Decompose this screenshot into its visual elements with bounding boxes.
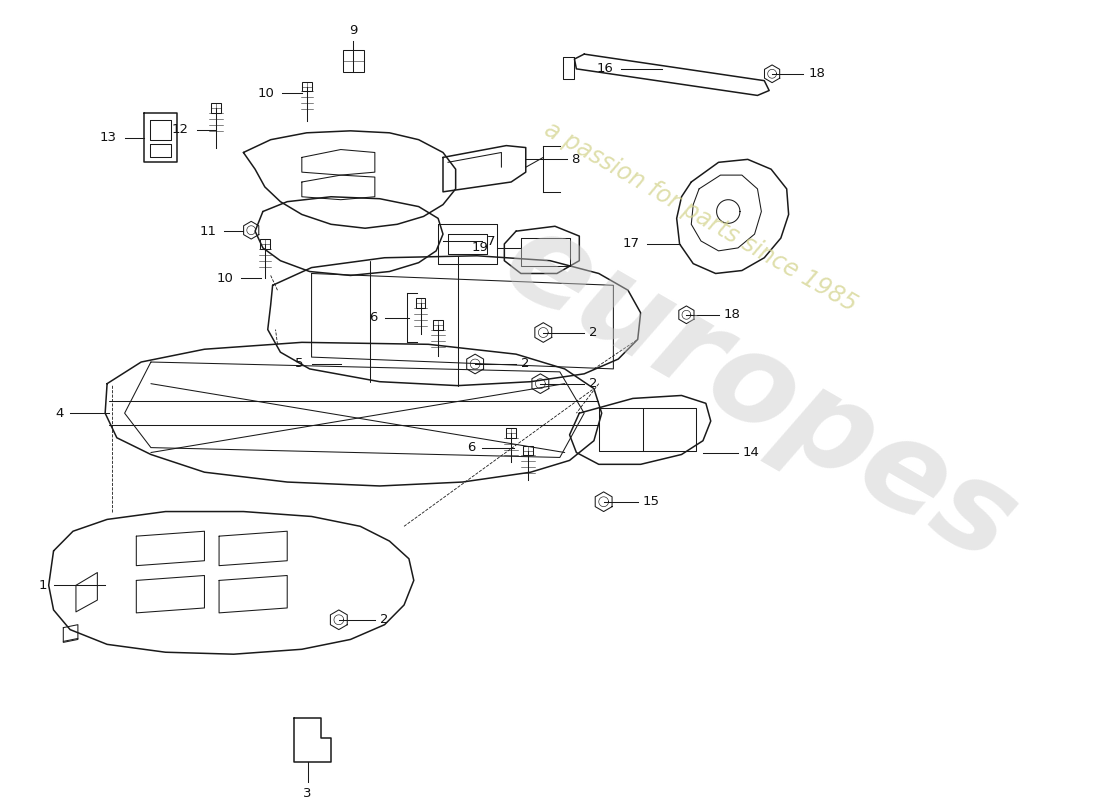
Text: 2: 2 [521, 358, 529, 370]
Bar [416, 298, 426, 308]
Text: europes: europes [483, 198, 1036, 588]
Text: 6: 6 [370, 311, 377, 324]
Bar [343, 50, 364, 72]
Text: 2: 2 [379, 614, 388, 626]
Bar [260, 239, 270, 249]
Text: 18: 18 [808, 67, 825, 80]
Text: 5: 5 [295, 358, 304, 370]
Text: 10: 10 [217, 272, 233, 285]
Text: 13: 13 [100, 131, 117, 144]
Text: 12: 12 [172, 123, 189, 136]
Text: 17: 17 [623, 238, 640, 250]
Text: 4: 4 [55, 406, 64, 420]
Text: 1: 1 [39, 579, 46, 592]
Text: 3: 3 [304, 787, 312, 800]
Text: 9: 9 [349, 24, 358, 38]
Text: 18: 18 [724, 308, 740, 322]
Text: 15: 15 [642, 495, 660, 508]
Text: 16: 16 [596, 62, 614, 75]
Text: 2: 2 [588, 326, 597, 339]
Text: 2: 2 [588, 377, 597, 390]
Text: 11: 11 [199, 225, 216, 238]
Text: 6: 6 [466, 441, 475, 454]
Bar [506, 428, 516, 438]
Text: 10: 10 [257, 87, 275, 100]
Bar [211, 103, 221, 113]
Bar [301, 82, 311, 91]
Text: 14: 14 [742, 446, 760, 459]
Text: 8: 8 [572, 153, 580, 166]
Bar [522, 446, 532, 455]
Text: 7: 7 [487, 234, 495, 247]
Bar [433, 320, 443, 330]
Text: a passion for parts since 1985: a passion for parts since 1985 [540, 117, 861, 316]
Text: 19: 19 [472, 242, 488, 254]
